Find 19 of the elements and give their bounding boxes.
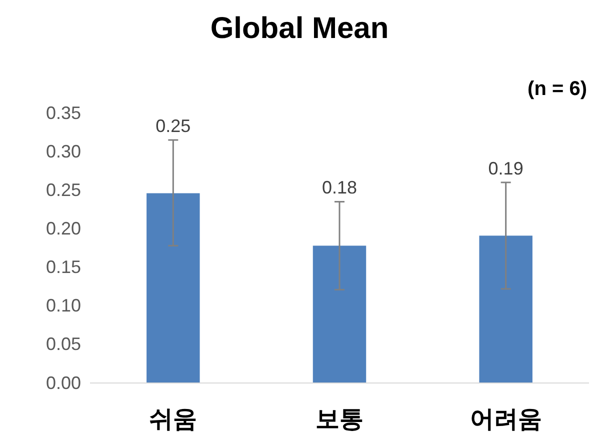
x-tick-label: 어려움: [470, 406, 542, 433]
data-label: 0.18: [322, 178, 358, 198]
bar: [146, 193, 200, 383]
x-tick-label: 보통: [316, 406, 364, 433]
y-tick-label: 0.05: [46, 334, 81, 354]
data-label: 0.25: [156, 116, 191, 136]
bar: [479, 236, 532, 383]
y-tick-label: 0.00: [46, 372, 81, 393]
y-tick-label: 0.10: [46, 296, 81, 316]
text: (n = 6): [528, 78, 587, 100]
chart-title: Global Mean: [210, 12, 389, 45]
x-tick-label: 쉬움: [149, 406, 198, 433]
y-tick-label: 0.15: [46, 257, 81, 278]
y-tick-label: 0.35: [46, 102, 81, 123]
bar: [312, 246, 366, 383]
y-tick-label: 0.30: [46, 141, 81, 162]
y-tick-label: 0.20: [46, 218, 81, 238]
y-tick-label: 0.25: [46, 180, 81, 200]
data-label: 0.19: [488, 158, 524, 178]
